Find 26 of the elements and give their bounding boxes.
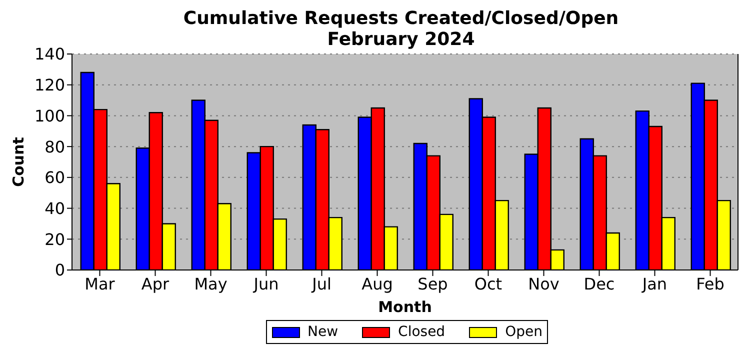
- legend-label: Closed: [398, 324, 446, 340]
- y-tick-label: 80: [44, 137, 65, 156]
- x-tick-label: Jun: [252, 274, 279, 294]
- y-tick-label: 60: [44, 168, 65, 188]
- x-tick-label: Apr: [141, 274, 170, 294]
- x-tick-label: Dec: [584, 274, 615, 294]
- chart-title: Cumulative Requests Created/Closed/Open February 2024: [182, 8, 620, 50]
- y-tick-label: 120: [34, 76, 65, 95]
- x-tick-label: Oct: [474, 274, 502, 294]
- y-tick-label: 0: [54, 260, 65, 280]
- y-tick-label: 40: [44, 198, 65, 218]
- x-tick-label: Jul: [311, 274, 332, 294]
- x-tick-label: May: [194, 274, 228, 294]
- y-tick-label: 100: [34, 106, 65, 126]
- x-tick-label: Sep: [418, 274, 448, 294]
- y-axis-title: Count: [9, 137, 28, 187]
- x-tick-label: Mar: [84, 274, 116, 294]
- legend-label: Open: [505, 324, 542, 340]
- x-tick-label: Feb: [696, 274, 724, 294]
- y-tick-label: 140: [34, 44, 65, 64]
- x-tick-label: Jan: [641, 274, 668, 294]
- legend-label: New: [308, 324, 338, 340]
- x-tick-label: Aug: [362, 274, 393, 294]
- y-tick-label: 20: [44, 230, 65, 249]
- x-axis-title: Month: [378, 298, 432, 316]
- x-tick-label: Nov: [528, 274, 560, 294]
